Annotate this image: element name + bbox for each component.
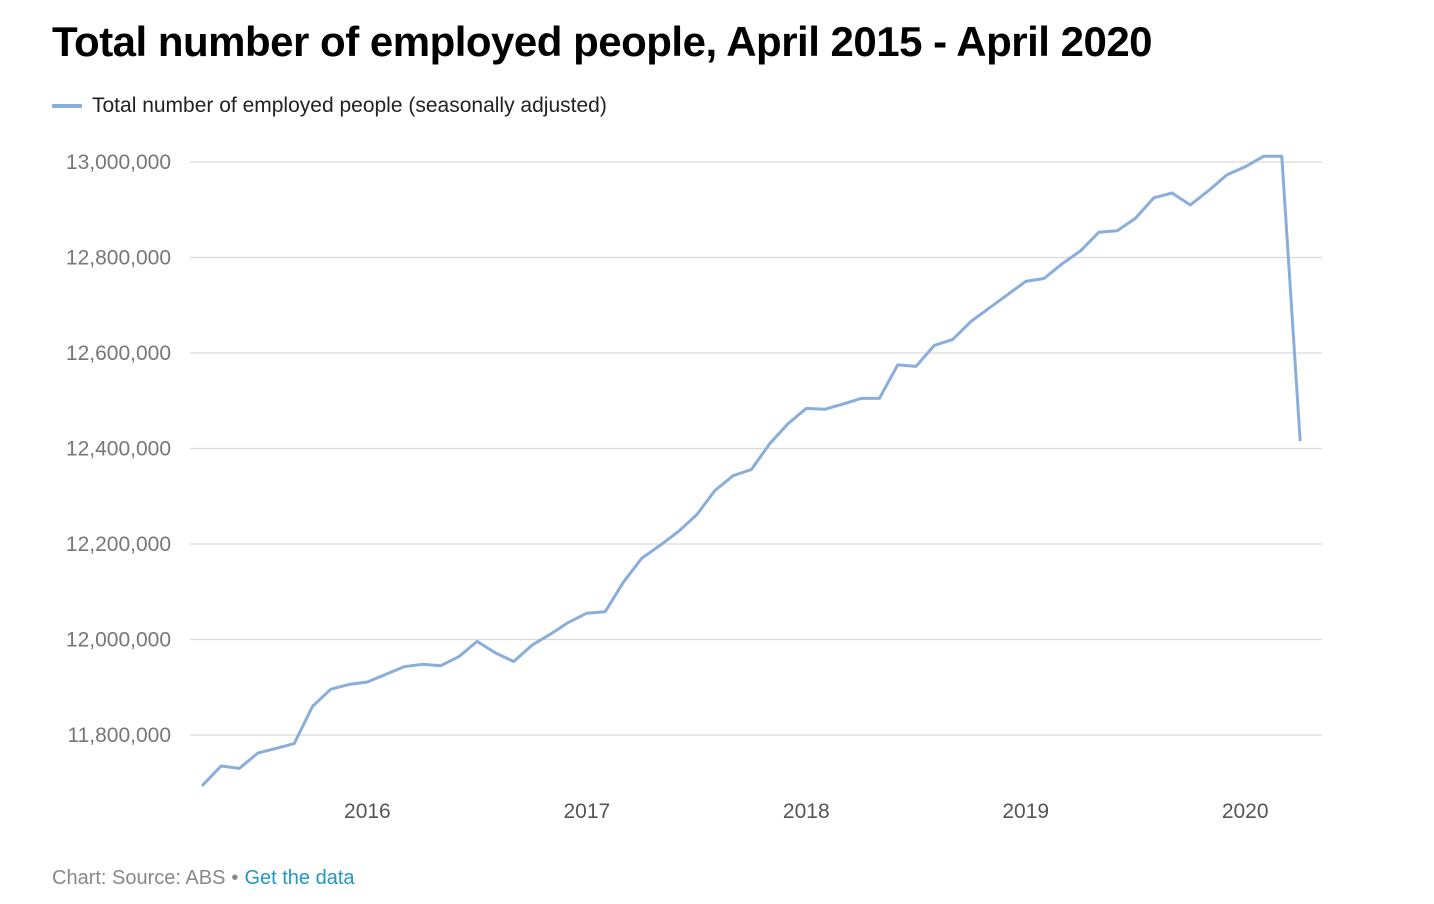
y-tick-label: 12,600,000 [66,342,171,365]
y-tick-label: 11,800,000 [67,724,171,747]
footer-separator: • [231,867,239,889]
gridlines [190,161,1322,736]
x-axis-labels: 2016 2017 2018 2019 2020 [344,800,1269,823]
y-axis-labels: 11,800,000 12,000,000 12,200,000 12,400,000… [66,151,171,747]
chart-footer: Chart: Source: ABS • Get the data [52,867,355,890]
x-tick-label: 2020 [1222,800,1269,823]
y-tick-label: 12,400,000 [66,438,171,461]
x-tick-label: 2019 [1002,800,1049,823]
get-the-data-link[interactable]: Get the data [244,867,355,889]
y-tick-label: 13,000,000 [66,151,171,174]
source-text: Chart: Source: ABS [52,867,226,889]
series-group [201,154,1302,787]
series-line [201,154,1302,787]
x-tick-label: 2018 [783,800,830,823]
chart-title: Total number of employed people, April 2… [52,18,1153,65]
y-tick-label: 12,200,000 [66,533,171,556]
legend-label: Total number of employed people (seasona… [92,94,607,117]
legend-swatch [52,104,82,108]
x-tick-label: 2017 [563,800,610,823]
y-tick-label: 12,000,000 [66,629,171,652]
x-tick-label: 2016 [344,800,391,823]
legend: Total number of employed people (seasona… [52,94,607,118]
y-tick-label: 12,800,000 [66,247,171,270]
